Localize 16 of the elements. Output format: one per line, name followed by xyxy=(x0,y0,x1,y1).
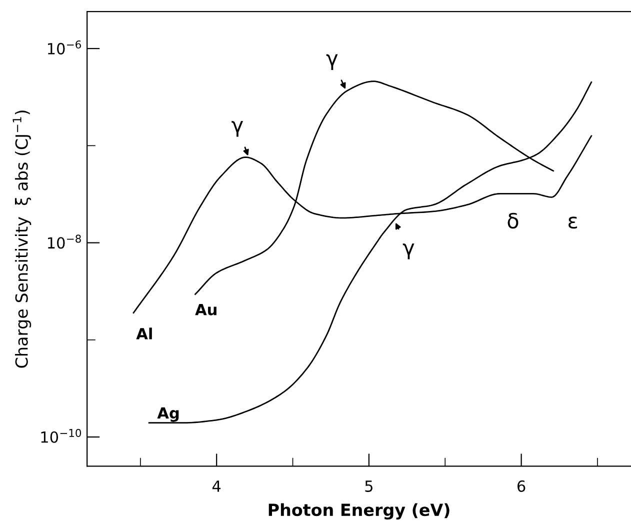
x-tick-label: 5 xyxy=(365,480,372,492)
x-tick-label: 4 xyxy=(212,480,221,492)
y-tick-label: 10$^{−8}$ xyxy=(48,234,81,249)
x-axis-title: Photon Energy (eV) xyxy=(268,503,450,520)
y-tick-label: 10$^{−6}$ xyxy=(48,40,81,54)
annotation: γ xyxy=(402,244,414,260)
series-label: Ag xyxy=(157,407,179,422)
annotation: γ xyxy=(326,54,338,70)
y-axis-title: Charge Sensitivity ξ abs (CJ$^{−1}$) xyxy=(12,110,32,368)
annotation: ε xyxy=(568,216,578,229)
x-tick-label: 6 xyxy=(518,480,526,492)
series-label: Au xyxy=(195,304,216,316)
annotation: δ xyxy=(508,212,518,229)
y-tick-label: 10$^{−10}$ xyxy=(41,428,82,443)
annotation: γ xyxy=(232,121,244,137)
series-label: Al xyxy=(136,328,152,340)
